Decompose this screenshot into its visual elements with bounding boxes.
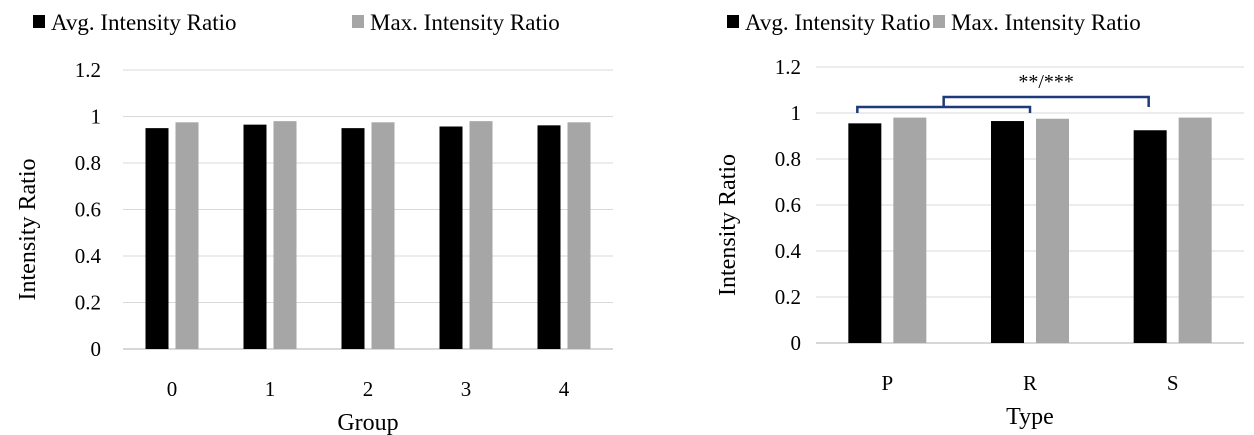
bar-avg-R [991,121,1024,343]
y-tick-label: 0.4 [75,244,102,268]
bar-avg-S [1133,130,1167,343]
y-tick-label: 0.8 [775,147,801,171]
x-axis-title: Type [1006,404,1054,430]
bar-max-0 [175,122,199,349]
bar-avg-P [848,123,882,343]
y-tick-label: 0.2 [75,291,101,315]
chart-type: Avg. Intensity Ratio Max. Intensity Ratio… [700,0,1254,435]
y-axis-title: Intensity Ratio [15,159,41,301]
y-tick-label: 0.4 [775,239,802,263]
legend-swatch-0 [33,15,45,28]
bar-max-P [893,117,927,343]
legend-swatch-1 [933,15,945,28]
x-axis-title: Group [337,410,398,435]
y-tick-label: 1.2 [75,58,101,82]
chart-group-svg: Avg. Intensity Ratio Max. Intensity Ratio… [15,10,613,435]
bar-max-1 [273,121,297,350]
x-tick-label-1: 1 [265,377,276,401]
bar-max-3 [469,121,493,350]
legend-label-1: Max. Intensity Ratio [951,10,1141,35]
x-tick-label-R: R [1023,371,1037,395]
bar-max-S [1178,117,1212,343]
x-tick-label-2: 2 [363,377,374,401]
x-tick-label-4: 4 [559,377,570,401]
x-tick-label-P: P [881,371,893,395]
chart-type-svg: Avg. Intensity Ratio Max. Intensity Ratio… [715,10,1244,430]
bar-max-R [1036,118,1069,343]
y-tick-label: 0.6 [75,198,101,222]
legend-swatch-0 [727,15,739,28]
x-tick-label-3: 3 [461,377,472,401]
y-tick-label: 0.6 [775,193,801,217]
bar-avg-1 [243,124,267,349]
legend: Avg. Intensity Ratio Max. Intensity Ratio [33,10,560,35]
legend-swatch-1 [352,15,364,28]
significance-annotation: **/*** [856,71,1150,113]
bar-max-2 [371,122,395,349]
y-axis-title: Intensity Ratio [715,154,741,296]
bar-avg-4 [537,125,561,350]
bar-avg-0 [145,128,169,349]
bar-avg-2 [341,128,365,349]
legend-label-0: Avg. Intensity Ratio [745,10,930,35]
y-tick-label: 1 [791,101,802,125]
y-tick-label: 0.8 [75,151,101,175]
bracket-p-r [856,105,1032,113]
legend-label-1: Max. Intensity Ratio [370,10,560,35]
y-tick-label: 0 [791,331,802,355]
legend: Avg. Intensity Ratio Max. Intensity Ratio [727,10,1141,35]
x-tick-label-S: S [1167,371,1179,395]
legend-label-0: Avg. Intensity Ratio [51,10,236,35]
y-tick-label: 0 [91,337,102,361]
x-tick-label-0: 0 [167,377,178,401]
bar-max-4 [567,122,591,349]
bar-avg-3 [439,126,463,349]
y-tick-label: 0.2 [775,285,801,309]
y-tick-label: 1 [91,105,102,129]
significance-label: **/*** [1018,71,1074,93]
y-tick-label: 1.2 [775,55,801,79]
chart-group: Avg. Intensity Ratio Max. Intensity Ratio… [15,10,613,435]
bracket-pr-s [942,95,1150,107]
